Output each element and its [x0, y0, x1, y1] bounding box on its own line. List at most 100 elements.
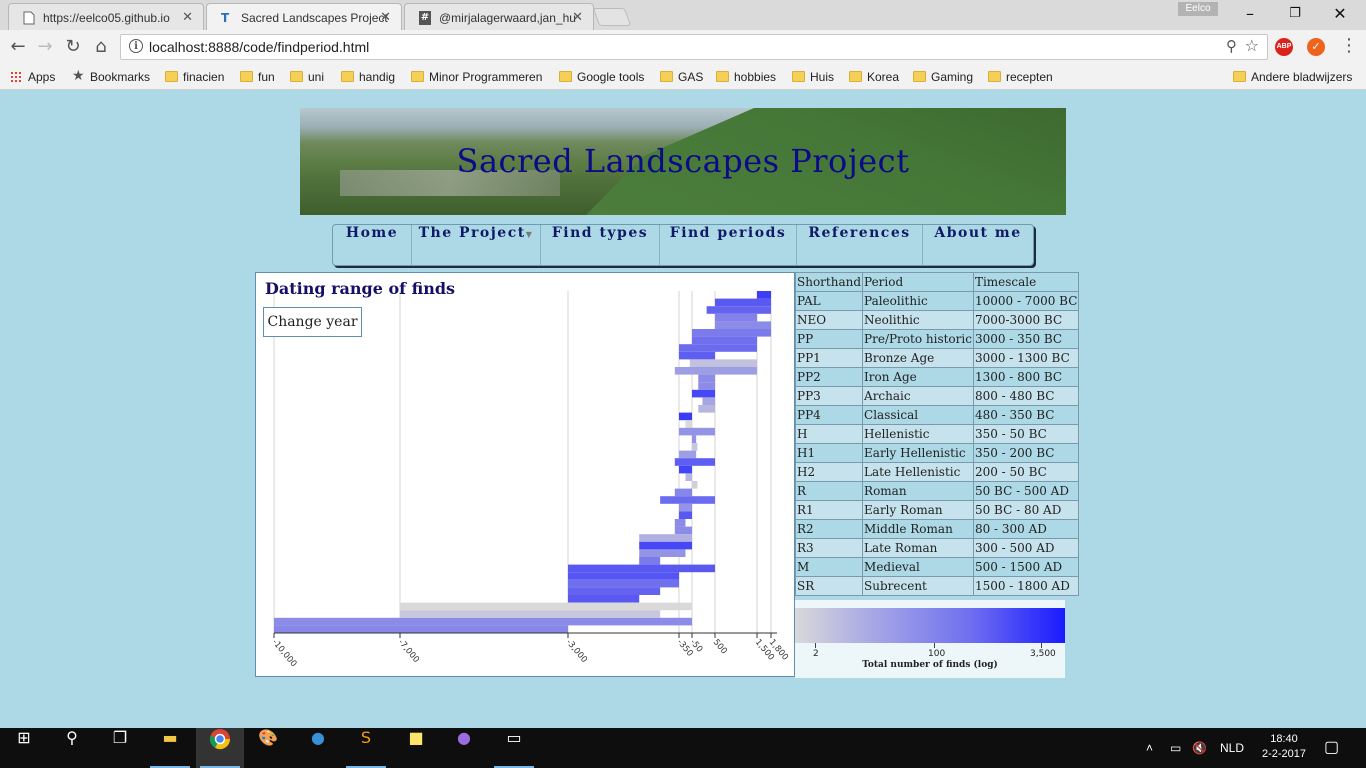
bookmark-folder[interactable]: uni [290, 68, 324, 86]
extension-icon[interactable]: ✓ [1307, 38, 1325, 56]
close-icon[interactable]: ✕ [572, 9, 583, 24]
table-row: H2 Late Hellenistic 200 - 50 BC [794, 462, 1080, 482]
range-bar [639, 557, 661, 565]
nav-find-types[interactable]: Find types [541, 225, 660, 265]
bookmark-folder[interactable]: fun [240, 68, 275, 86]
change-year-button[interactable]: Change year [263, 307, 362, 337]
sticky-notes-icon[interactable]: ■ [408, 728, 424, 747]
period-shorthand: PP1 [794, 348, 864, 368]
file-explorer-icon[interactable]: ▬ [146, 728, 194, 768]
close-icon[interactable]: ✕ [380, 9, 391, 24]
thunderbird-icon[interactable]: ● [311, 728, 325, 747]
tab-title: @mirjalagerwaard,jan_hu [439, 11, 576, 25]
folder-icon [1233, 71, 1246, 82]
folder-icon [559, 71, 572, 82]
bookmark-folder[interactable]: Korea [849, 68, 899, 86]
url-text[interactable]: localhost:8888/code/findperiod.html [149, 39, 370, 55]
bookmark-label: recepten [1006, 70, 1053, 84]
new-tab-button[interactable] [592, 8, 632, 26]
bookmark-folder[interactable]: Minor Programmeren [411, 68, 542, 86]
reload-icon[interactable]: ↻ [65, 36, 81, 57]
tab-twitter[interactable]: # @mirjalagerwaard,jan_hu ✕ [404, 3, 594, 30]
task-view-icon[interactable]: ❐ [112, 728, 128, 747]
search-icon[interactable]: ⚲ [66, 728, 78, 747]
paint-icon[interactable]: 🎨 [258, 728, 278, 747]
period-name: Roman [862, 481, 974, 501]
clock-date: 2-2-2017 [1262, 748, 1307, 760]
nav-home[interactable]: Home [333, 225, 412, 265]
chevron-up-icon[interactable]: ˄ [1146, 741, 1154, 755]
system-clock[interactable]: 18:40 2-2-2017 [1262, 732, 1306, 762]
legend-caption: Total number of finds (log) [862, 660, 998, 670]
range-bar [568, 572, 679, 580]
column-header: Shorthand [794, 272, 864, 292]
range-bar [568, 579, 679, 588]
column-header: Period [862, 272, 974, 292]
star-icon: ★ [72, 68, 85, 84]
window-close-icon[interactable]: ✕ [1333, 4, 1347, 23]
period-name: Early Hellenistic [862, 443, 974, 463]
close-icon[interactable]: ✕ [182, 9, 193, 24]
profile-badge[interactable]: Eelco [1178, 2, 1218, 16]
minimize-icon[interactable]: – [1246, 4, 1254, 23]
bookmark-star-icon[interactable]: ☆ [1244, 36, 1259, 55]
home-icon[interactable]: ⌂ [95, 36, 107, 57]
bookmark-bookmarks[interactable]: ★ Bookmarks [72, 68, 150, 86]
range-bar [715, 321, 771, 329]
range-bar [674, 526, 692, 535]
nav-references[interactable]: References [797, 225, 923, 265]
tab-sacred-landscapes[interactable]: T Sacred Landscapes Project ✕ [206, 3, 402, 30]
range-bar [400, 602, 692, 611]
sublime-icon[interactable]: S [342, 728, 390, 768]
notifications-icon[interactable]: ▢ [1324, 739, 1340, 756]
github-desktop-icon[interactable]: ● [457, 728, 471, 747]
bookmark-folder[interactable]: recepten [988, 68, 1053, 86]
period-shorthand: PP4 [794, 405, 864, 425]
bookmark-folder[interactable]: Google tools [559, 68, 644, 86]
nav-label: The Project [418, 225, 526, 241]
chrome-icon[interactable] [196, 728, 244, 768]
period-name: Early Roman [862, 500, 974, 520]
forward-icon[interactable]: → [37, 36, 53, 57]
range-bar [639, 534, 692, 542]
nav-about-me[interactable]: About me [934, 225, 1022, 241]
bookmark-folder[interactable]: finacien [165, 68, 224, 86]
nav-the-project[interactable]: The Project▼ [412, 225, 541, 265]
nav-find-periods[interactable]: Find periods [660, 225, 797, 265]
table-row: R Roman 50 BC - 500 AD [794, 481, 1080, 501]
bookmark-folder[interactable]: GAS [660, 68, 703, 86]
range-bar [702, 397, 715, 405]
range-bar [715, 298, 771, 307]
period-timescale: 80 - 300 AD [972, 519, 1080, 539]
table-row: PP2 Iron Age 1300 - 800 BC [794, 367, 1080, 387]
windows-start-icon[interactable]: ⊞ [17, 728, 31, 747]
range-bar [698, 382, 715, 390]
range-bar [692, 481, 698, 489]
info-icon[interactable]: i [129, 39, 143, 53]
bookmark-apps[interactable]: Apps [10, 68, 55, 86]
range-bar [674, 488, 692, 497]
menu-icon[interactable]: ⋮ [1340, 35, 1358, 56]
tab-github[interactable]: https://eelco05.github.io ✕ [8, 3, 204, 30]
back-icon[interactable]: ← [10, 36, 26, 57]
bookmark-folder[interactable]: hobbies [716, 68, 776, 86]
restore-icon[interactable]: ❐ [1289, 6, 1301, 21]
bookmark-label: hobbies [734, 70, 777, 84]
bookmark-folder[interactable]: handig [341, 68, 395, 86]
speaker-muted-icon[interactable]: 🔇 [1192, 741, 1207, 755]
bookmark-folder[interactable]: Gaming [913, 68, 973, 86]
zoom-icon[interactable]: ⚲ [1226, 37, 1237, 55]
bookmark-folder[interactable]: Huis [792, 68, 834, 86]
terminal-icon[interactable]: ▭ [490, 728, 538, 768]
range-bar [706, 306, 771, 314]
adblock-icon[interactable]: ABP [1275, 38, 1293, 56]
table-row: PP4 Classical 480 - 350 BC [794, 405, 1080, 425]
period-shorthand: R3 [794, 538, 864, 558]
folder-icon [913, 71, 926, 82]
language-indicator[interactable]: NLD [1220, 741, 1245, 755]
bookmark-other[interactable]: Andere bladwijzers [1233, 68, 1352, 86]
battery-icon[interactable]: ▭ [1170, 741, 1182, 755]
address-bar[interactable]: i localhost:8888/code/findperiod.html ⚲ … [120, 34, 1268, 60]
taskbar: ⊞ ⚲ ❐ ▬ 🎨 ● S ■ ● ▭ ˄ ▭ 🔇 NLD 18:40 2-2-2… [0, 728, 1366, 768]
range-bar [757, 291, 771, 299]
